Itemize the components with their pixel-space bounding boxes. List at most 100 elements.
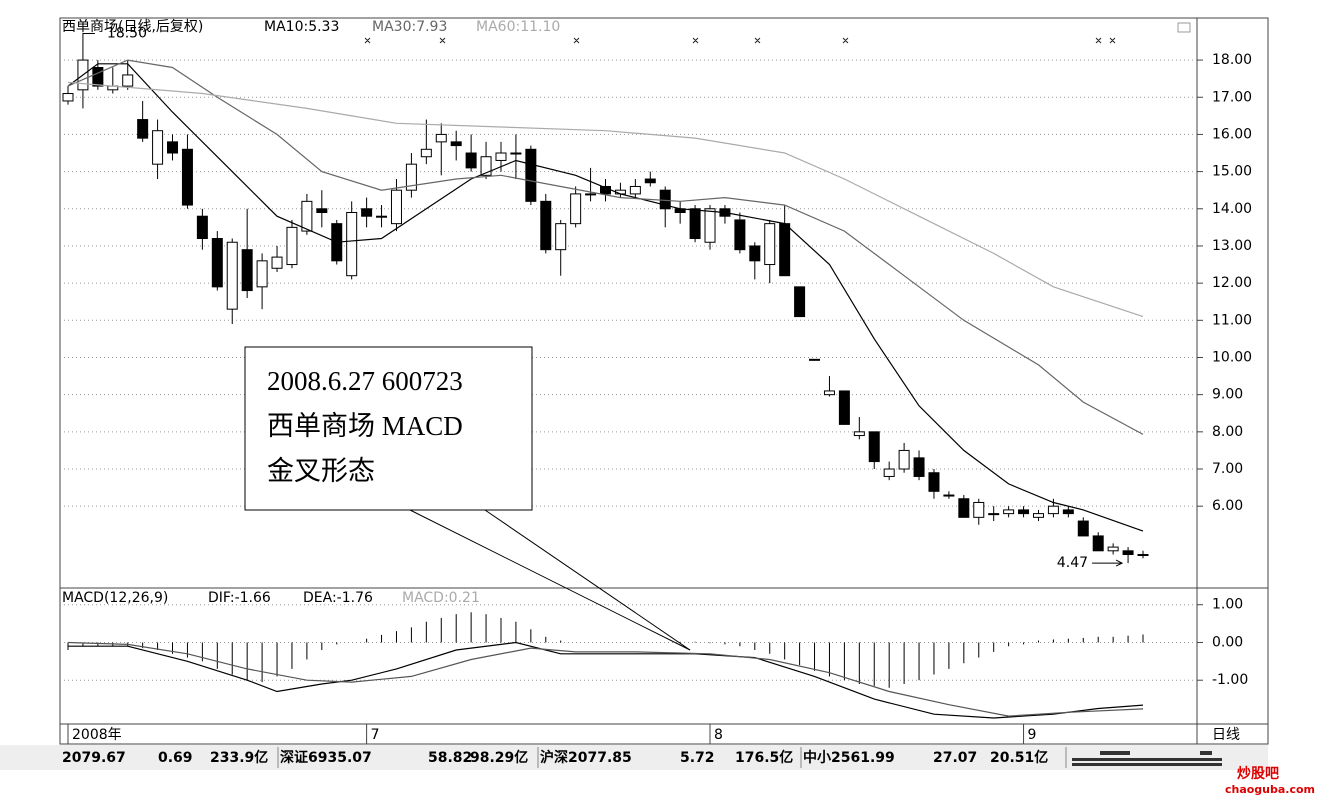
- candle-body: [122, 74, 134, 87]
- candle-body: [435, 133, 447, 143]
- ticker-text: 中小2561.99: [803, 749, 895, 766]
- y-tick-label: 11.00: [1212, 312, 1252, 328]
- candle-body: [152, 130, 164, 165]
- candle-body: [1018, 509, 1030, 515]
- candle-body: [167, 141, 179, 154]
- callout-line: [484, 509, 691, 651]
- ticker-text: 2079.67: [62, 750, 126, 766]
- callout-text: 西单商场 MACD: [267, 411, 463, 441]
- candle-body: [1077, 520, 1089, 537]
- candle-body: [211, 238, 223, 288]
- callout-line: [409, 509, 691, 651]
- ticker-text: 98.29亿: [470, 749, 528, 766]
- candle-body: [1003, 509, 1015, 515]
- callout-box: [244, 346, 533, 511]
- y-tick-label: 7.00: [1212, 461, 1243, 477]
- period-label: 日线: [1212, 727, 1240, 743]
- macd-title: MACD(12,26,9): [62, 590, 168, 606]
- y-tick-label: 12.00: [1212, 275, 1252, 291]
- ticker-text: 5.72: [680, 750, 715, 766]
- x-tick-label: 2008年: [72, 727, 122, 743]
- candle-body: [749, 245, 761, 262]
- ma-line: [67, 59, 1144, 435]
- frame: [59, 17, 1269, 745]
- candle-body: [316, 208, 328, 213]
- candle-body: [585, 193, 597, 196]
- ticker-text: 233.9亿: [210, 749, 268, 766]
- candle-body: [480, 156, 492, 176]
- callout-text: 金叉形态: [267, 456, 375, 486]
- candle-body: [958, 498, 970, 518]
- plot: 18.00 17.00 16.00 15.00 14.00 13.00 12.00 11.00…: [60, 25, 1252, 744]
- candle-body: [510, 152, 522, 155]
- candle-body: [764, 223, 776, 266]
- x-tick-label: 9: [1028, 727, 1037, 743]
- ma-line: [67, 63, 1144, 532]
- x-tick-label: 8: [714, 727, 723, 743]
- candle-body: [794, 286, 806, 318]
- candle-body: [226, 241, 238, 310]
- ticker-text: 0.69: [158, 750, 193, 766]
- candle-body: [1062, 509, 1074, 515]
- candle-body: [346, 211, 358, 277]
- candle-body: [898, 449, 910, 470]
- candle-body: [689, 208, 701, 240]
- ma-label: MA60:11.10: [476, 19, 560, 35]
- candle-body: [779, 223, 791, 277]
- candle-body: [1092, 535, 1104, 552]
- candle-body: [629, 185, 641, 195]
- chart-title: 西单商场(日线,后复权): [62, 18, 203, 35]
- y-tick-label: 16.00: [1212, 126, 1252, 142]
- candle-body: [1032, 513, 1044, 518]
- candle-body: [256, 260, 268, 288]
- candle-body: [271, 256, 283, 269]
- macd-label: DIF:-1.66: [208, 590, 271, 606]
- candle-body: [301, 200, 313, 232]
- ticker-text: 沪深2077.85: [540, 749, 632, 766]
- candle-body: [734, 219, 746, 251]
- candle-body: [376, 215, 388, 218]
- y-tick-label: 1.00: [1212, 597, 1243, 613]
- ticker-text: 深证6935.07: [280, 749, 372, 766]
- y-tick-label: 13.00: [1212, 238, 1252, 254]
- candle-body: [1047, 505, 1059, 515]
- y-tick-label: 14.00: [1212, 201, 1252, 217]
- macd-line: [67, 641, 1144, 717]
- candle-body: [450, 141, 462, 147]
- annotation: 18.50: [107, 25, 147, 41]
- candle-body: [405, 163, 417, 191]
- x-tick-label: 7: [371, 727, 380, 743]
- y-tick-label: 18.00: [1212, 52, 1252, 68]
- window-icon: [1177, 22, 1191, 33]
- candle-body: [286, 226, 298, 266]
- macd-label: DEA:-1.76: [303, 590, 373, 606]
- callout-text: 2008.6.27 600723: [267, 366, 463, 396]
- candle-body: [973, 501, 985, 518]
- annotation-arrow: [82, 32, 95, 42]
- candle-body: [928, 472, 940, 492]
- candle-body: [495, 152, 507, 161]
- candle-body: [92, 67, 104, 87]
- candle-body: [913, 457, 925, 477]
- ticker-text: 176.5亿: [735, 749, 793, 766]
- y-tick-label: 8.00: [1212, 424, 1243, 440]
- annotation-arrow: [1092, 559, 1124, 567]
- macd-label: MACD:0.21: [402, 590, 480, 606]
- candle-body: [420, 148, 432, 158]
- candle-body: [137, 119, 149, 139]
- y-tick-label: 9.00: [1212, 387, 1243, 403]
- candle-body: [868, 431, 880, 463]
- y-tick-label: 6.00: [1212, 498, 1243, 514]
- ticker-icon: [1072, 751, 1222, 766]
- candle-body: [704, 208, 716, 243]
- candle-body: [838, 390, 850, 425]
- ticker-text: 58.82: [428, 750, 472, 766]
- candle-body: [570, 193, 582, 225]
- watermark: chaoguba.com: [1225, 783, 1315, 796]
- candle-body: [241, 249, 253, 292]
- candle-body: [361, 208, 373, 217]
- candle-body: [943, 494, 955, 497]
- candle-body: [555, 223, 567, 251]
- annotation: 4.47: [1057, 555, 1088, 571]
